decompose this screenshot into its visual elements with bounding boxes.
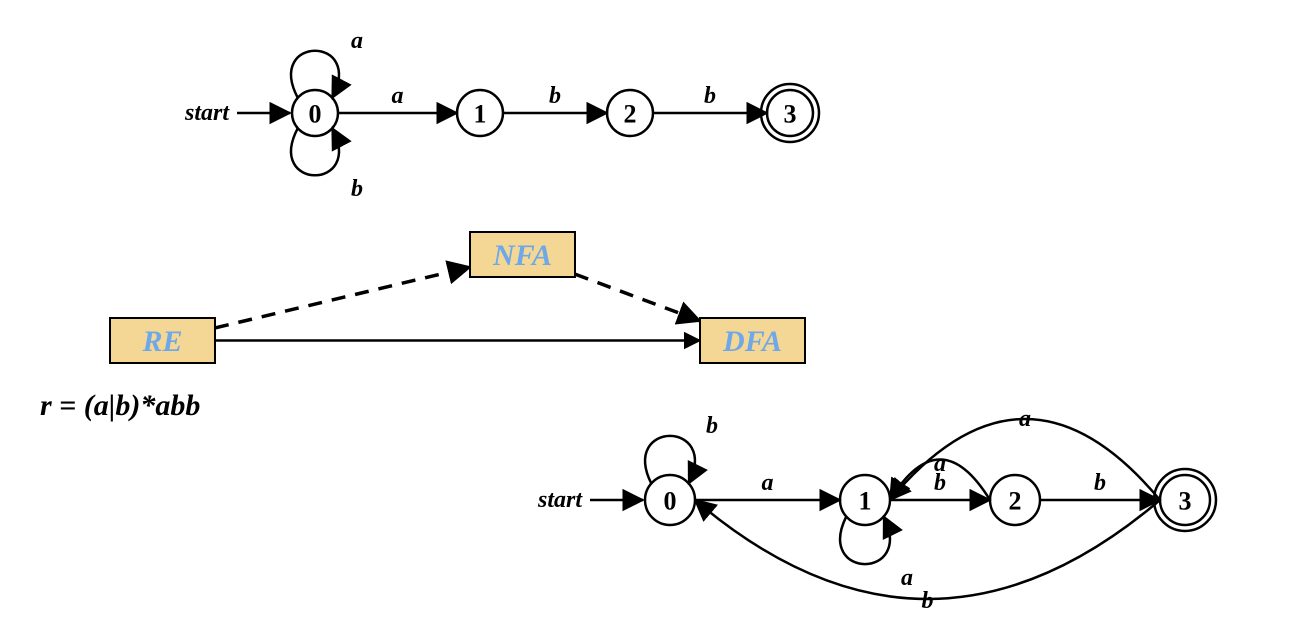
dfa-state-0-label: 0 bbox=[664, 487, 677, 516]
dfa-state-1-label: 1 bbox=[859, 487, 872, 516]
nfa-edge-0-1-2-label: a bbox=[392, 83, 404, 109]
dfa-edge-3-0-7 bbox=[695, 500, 1160, 599]
nfa-state-2-label: 2 bbox=[624, 100, 637, 129]
dfa-edge-1-1-2-label: a bbox=[901, 565, 913, 591]
box-edge-nfa-dfa bbox=[575, 274, 700, 321]
box-dfa-label: DFA bbox=[722, 325, 782, 358]
dfa-edge-3-1-6-label: a bbox=[1019, 406, 1031, 432]
nfa-edge-1-2-3-label: b bbox=[549, 83, 561, 109]
dfa-start-label: start bbox=[537, 487, 583, 513]
nfa-state-0-label: 0 bbox=[309, 100, 322, 129]
nfa-state-3-label: 3 bbox=[784, 100, 797, 129]
box-nfa-label: NFA bbox=[492, 239, 552, 272]
nfa-edge-0-0-0-label: a bbox=[351, 28, 363, 54]
diagram-canvas: RENFADFA r = (a|b)*abb ababbstart0123 ba… bbox=[0, 0, 1291, 636]
dfa-state-2-label: 2 bbox=[1009, 487, 1022, 516]
nfa-state-1-label: 1 bbox=[474, 100, 487, 129]
dfa-edge-3-0-7-label: b bbox=[922, 588, 934, 614]
regex-expression: r = (a|b)*abb bbox=[40, 389, 200, 422]
conversion-boxes: RE NFA DFA bbox=[110, 232, 805, 363]
nfa-start-label: start bbox=[184, 100, 230, 126]
nfa-edge-2-3-4-label: b bbox=[704, 83, 716, 109]
dfa-state-3-label: 3 bbox=[1179, 487, 1192, 516]
dfa-automaton: baabababstart0123 bbox=[537, 406, 1216, 614]
dfa-edge-1-1-2 bbox=[840, 517, 890, 565]
nfa-automaton: a b a b b start 0 1 2 3 bbox=[184, 28, 819, 202]
dfa-edge-2-3-5-label: b bbox=[1094, 470, 1106, 496]
nfa-edge-0-0-1-label: b bbox=[351, 176, 363, 202]
dfa-edge-0-1-1-label: a bbox=[762, 470, 774, 496]
dfa-edge-0-0-0-label: b bbox=[706, 413, 718, 439]
box-edge-re-nfa bbox=[215, 267, 470, 328]
dfa-edge-0-0-0 bbox=[645, 436, 695, 484]
box-re-label: RE bbox=[141, 325, 182, 358]
